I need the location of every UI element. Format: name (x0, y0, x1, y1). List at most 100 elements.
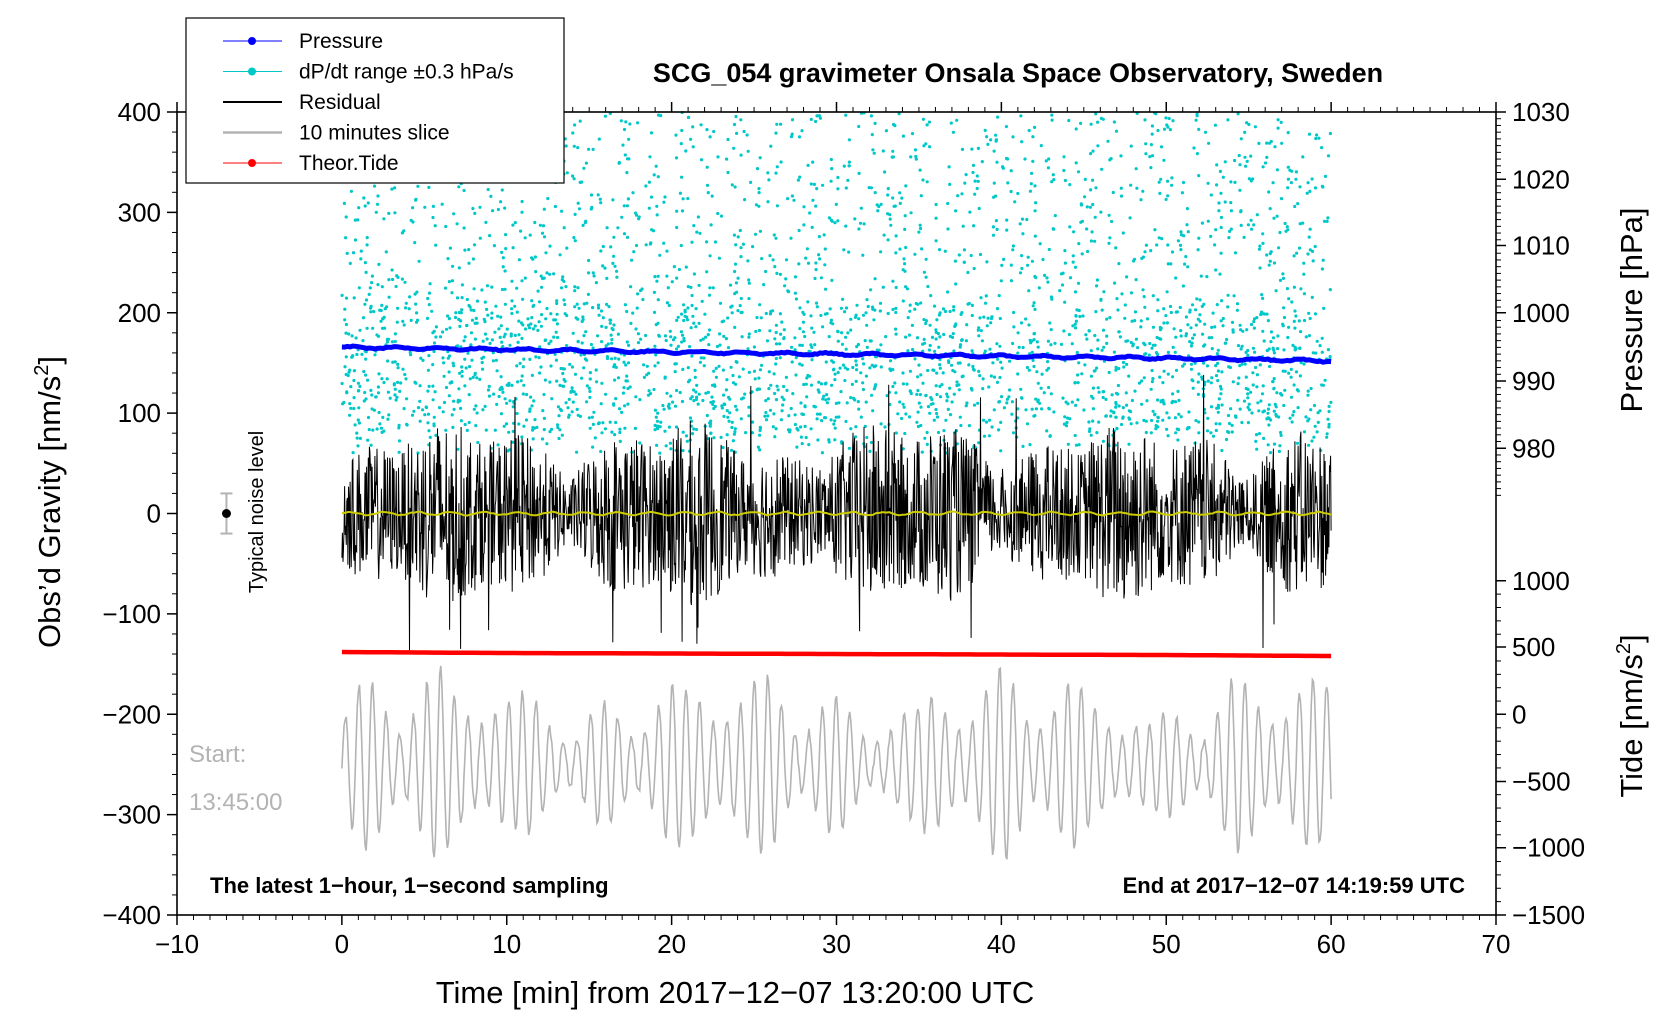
dpdt-point (1196, 380, 1200, 384)
y-tick-label-tide: −500 (1512, 767, 1571, 797)
dpdt-point (665, 301, 670, 305)
dpdt-point (1313, 424, 1317, 428)
dpdt-point (1279, 197, 1284, 201)
dpdt-point (1197, 236, 1201, 240)
dpdt-point (585, 301, 589, 305)
dpdt-point (343, 318, 347, 322)
dpdt-point (953, 370, 957, 374)
dpdt-point (623, 426, 627, 430)
dpdt-point (814, 268, 818, 272)
dpdt-point (634, 327, 638, 331)
dpdt-point (490, 316, 494, 320)
dpdt-point (486, 313, 490, 317)
dpdt-point (1203, 130, 1208, 134)
dpdt-point (542, 416, 547, 420)
dpdt-point (632, 250, 636, 254)
dpdt-point (995, 307, 1000, 311)
dpdt-point (718, 332, 722, 336)
dpdt-point (721, 319, 726, 323)
dpdt-point (517, 333, 521, 337)
dpdt-point (898, 201, 902, 205)
dpdt-point (1101, 328, 1106, 332)
dpdt-point (612, 403, 616, 407)
dpdt-point (891, 196, 895, 200)
dpdt-point (1188, 308, 1192, 312)
dpdt-point (601, 421, 605, 425)
dpdt-point (609, 245, 613, 249)
dpdt-point (432, 349, 436, 354)
dpdt-point (619, 119, 623, 123)
dpdt-point (1114, 405, 1118, 409)
dpdt-point (658, 253, 662, 257)
dpdt-point (1111, 190, 1115, 195)
dpdt-point (653, 428, 657, 432)
dpdt-point (1305, 191, 1309, 195)
dpdt-point (881, 149, 885, 153)
dpdt-point (983, 128, 987, 132)
dpdt-point (740, 397, 744, 401)
x-axis-label: Time [min] from 2017−12−07 13:20:00 UTC (436, 975, 1035, 1010)
dpdt-point (798, 343, 802, 347)
dpdt-point (1043, 273, 1047, 277)
dpdt-point (493, 330, 497, 334)
dpdt-point (776, 388, 780, 392)
dpdt-point (893, 204, 897, 208)
dpdt-point (823, 312, 828, 316)
dpdt-point (1012, 325, 1016, 329)
dpdt-point (840, 342, 845, 346)
dpdt-point (922, 337, 926, 341)
dpdt-point (554, 330, 558, 334)
dpdt-point (994, 139, 998, 143)
dpdt-point (580, 341, 584, 345)
dpdt-point (892, 122, 896, 127)
dpdt-point (1110, 219, 1114, 224)
dpdt-point (504, 247, 508, 251)
dpdt-point (1266, 407, 1270, 411)
dpdt-point (997, 400, 1002, 404)
dpdt-point (1184, 255, 1188, 259)
dpdt-point (617, 160, 622, 165)
dpdt-point (754, 329, 758, 334)
dpdt-point (731, 439, 736, 443)
dpdt-point (1158, 375, 1162, 379)
dpdt-point (573, 289, 577, 293)
dpdt-point (708, 135, 712, 139)
dpdt-point (747, 414, 751, 418)
dpdt-point (885, 394, 889, 398)
dpdt-point (1175, 310, 1179, 314)
dpdt-point (1105, 334, 1109, 338)
dpdt-point (865, 345, 869, 349)
dpdt-point (613, 264, 617, 268)
dpdt-point (518, 361, 522, 365)
dpdt-point (600, 431, 604, 435)
dpdt-point (718, 301, 723, 305)
dpdt-point (1080, 219, 1084, 223)
dpdt-point (1186, 265, 1190, 269)
dpdt-point (1269, 330, 1273, 334)
dpdt-point (1166, 434, 1170, 438)
dpdt-point (502, 335, 506, 339)
dpdt-point (370, 281, 374, 285)
dpdt-point (1061, 396, 1065, 400)
dpdt-point (484, 428, 488, 432)
dpdt-point (1090, 230, 1094, 234)
dpdt-point (691, 314, 695, 318)
dpdt-point (1318, 344, 1322, 348)
dpdt-point (1002, 257, 1006, 261)
dpdt-point (873, 191, 877, 195)
dpdt-point (844, 113, 848, 117)
dpdt-point (520, 336, 524, 340)
y-axis-label-left-close: ] (32, 356, 67, 365)
dpdt-point (524, 418, 529, 422)
dpdt-point (558, 253, 562, 257)
dpdt-point (961, 374, 965, 378)
dpdt-point (1025, 217, 1029, 222)
dpdt-point (629, 321, 633, 325)
dpdt-point (934, 330, 938, 334)
dpdt-point (898, 191, 902, 195)
dpdt-point (774, 171, 778, 175)
dpdt-point (614, 420, 618, 425)
dpdt-point (460, 296, 464, 300)
dpdt-point (1186, 230, 1190, 234)
